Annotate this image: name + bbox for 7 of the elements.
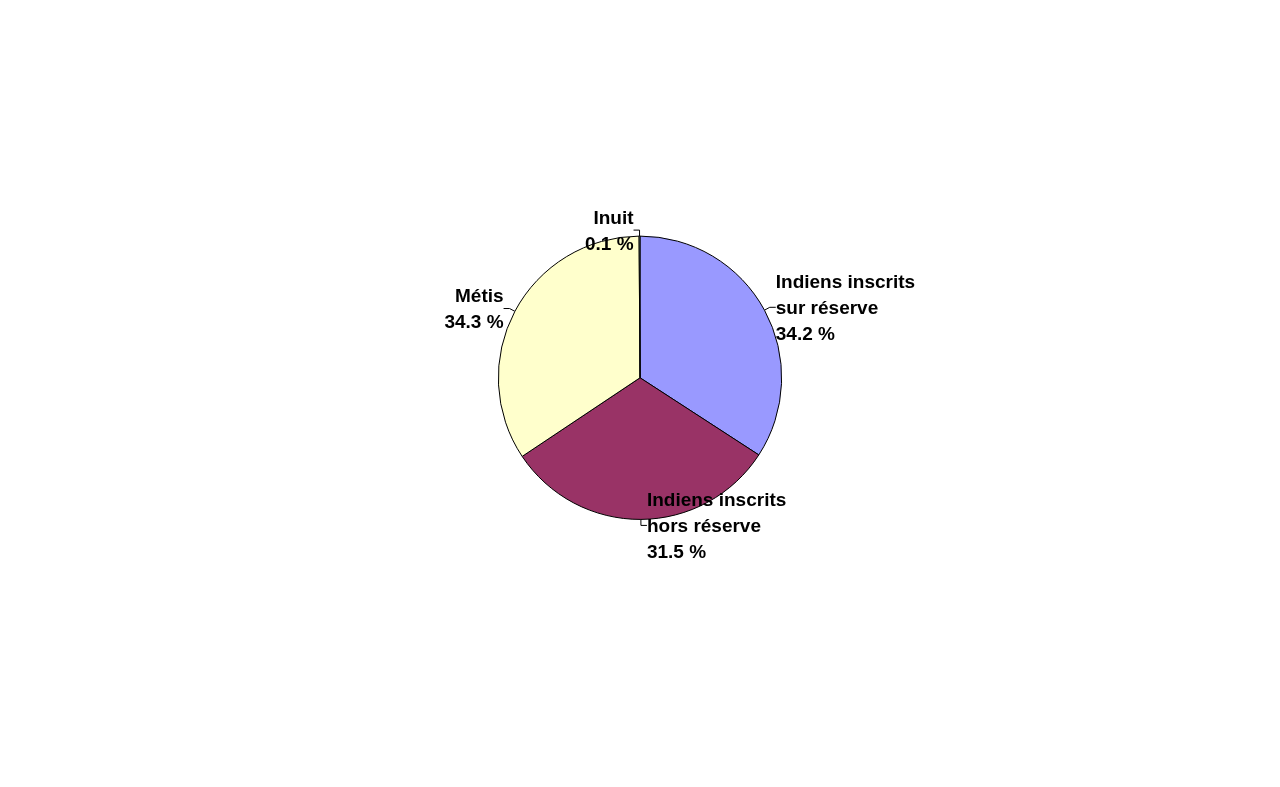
slice-label: Inuit [593,206,635,228]
data-label: 34.3 % [444,311,504,333]
slice-label: Indiens inscrits sur réserve [775,270,921,318]
data-label: 31.5 % [646,540,707,562]
data-label: 34.2 % [775,322,836,344]
slice-label: Métis [455,285,504,307]
slice-label: Indiens inscrits hors réserve [646,488,792,536]
